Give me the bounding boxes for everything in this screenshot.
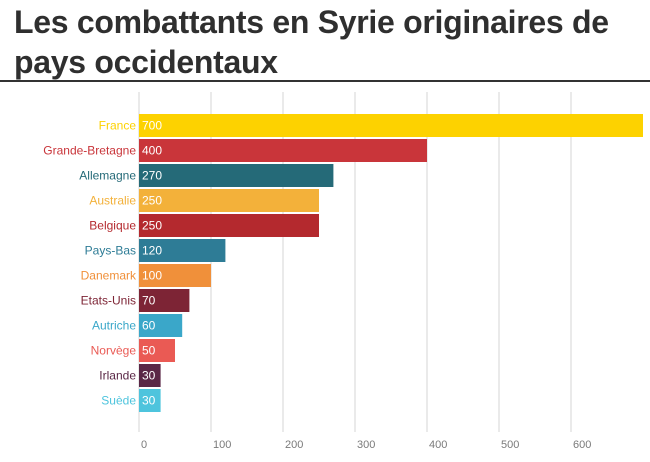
title-divider bbox=[0, 80, 650, 82]
data-label: 50 bbox=[142, 344, 156, 358]
bar bbox=[139, 239, 226, 262]
value-labels: 700 400 270 250 250 120 100 70 60 50 30 30 bbox=[142, 119, 162, 408]
x-tick-label: 200 bbox=[285, 439, 303, 451]
data-label: 30 bbox=[142, 394, 156, 408]
category-label: Norvège bbox=[91, 344, 137, 358]
bar bbox=[139, 389, 161, 412]
bar bbox=[139, 214, 319, 237]
x-tick-label: 300 bbox=[357, 439, 375, 451]
category-label: Irlande bbox=[99, 369, 136, 383]
data-label: 400 bbox=[142, 144, 162, 158]
category-label: Belgique bbox=[89, 219, 136, 233]
data-label: 250 bbox=[142, 194, 162, 208]
category-labels: France Grande-Bretagne Allemagne Australie B… bbox=[43, 119, 137, 408]
bar bbox=[139, 289, 190, 312]
category-label: France bbox=[99, 119, 137, 133]
category-label: Grande-Bretagne bbox=[43, 144, 136, 158]
x-tick-label: 100 bbox=[213, 439, 231, 451]
category-label: Autriche bbox=[92, 319, 136, 333]
category-label: Danemark bbox=[81, 269, 137, 283]
category-label: Allemagne bbox=[79, 169, 136, 183]
bar bbox=[139, 339, 175, 362]
x-tick-label: 600 bbox=[573, 439, 591, 451]
bar bbox=[139, 164, 334, 187]
data-label: 70 bbox=[142, 294, 156, 308]
bar bbox=[139, 264, 211, 287]
category-label: Pays-Bas bbox=[85, 244, 136, 258]
x-tick-label: 0 bbox=[141, 439, 147, 451]
chart-title: Les combattants en Syrie originaires de … bbox=[14, 4, 609, 80]
x-tick-label: 400 bbox=[429, 439, 447, 451]
bars bbox=[139, 114, 643, 412]
data-label: 30 bbox=[142, 369, 156, 383]
bar bbox=[139, 114, 643, 137]
data-label: 120 bbox=[142, 244, 162, 258]
category-label: Etats-Unis bbox=[81, 294, 136, 308]
bar bbox=[139, 189, 319, 212]
bar bbox=[139, 139, 427, 162]
x-tick-labels: 0 100 200 300 400 500 600 bbox=[141, 439, 591, 451]
data-label: 250 bbox=[142, 219, 162, 233]
category-label: Australie bbox=[89, 194, 136, 208]
data-label: 270 bbox=[142, 169, 162, 183]
x-tick-label: 500 bbox=[501, 439, 519, 451]
data-label: 700 bbox=[142, 119, 162, 133]
category-label: Suède bbox=[101, 394, 136, 408]
bar bbox=[139, 364, 161, 387]
data-label: 100 bbox=[142, 269, 162, 283]
bar bbox=[139, 314, 183, 337]
data-label: 60 bbox=[142, 319, 156, 333]
